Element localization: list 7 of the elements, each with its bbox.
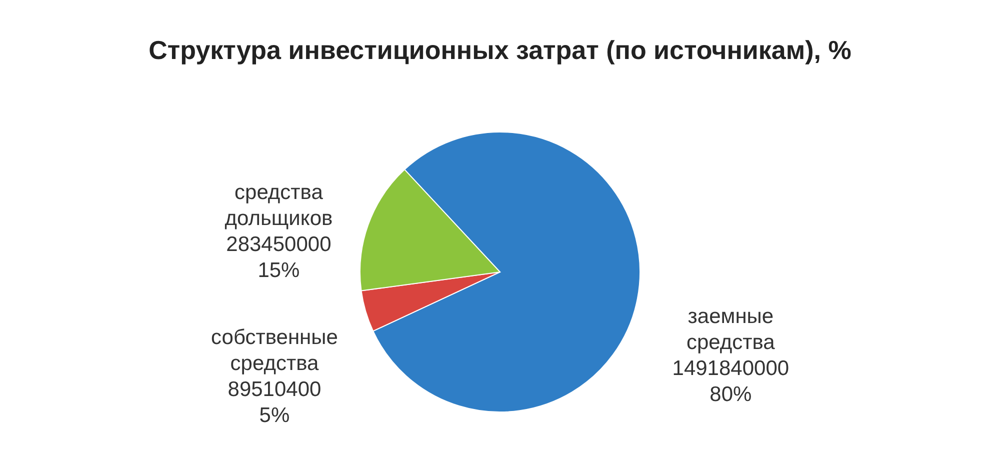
slice-label: средства дольщиков (224, 180, 333, 230)
slice-label: заемные средства (686, 304, 776, 354)
slice-label: собственные средства (211, 326, 338, 376)
data-label: 1491840000 80% (672, 356, 790, 406)
chart-title: Структура инвестиционных затрат (по источникам), % (148, 35, 852, 65)
data-label: 283450000 15% (226, 232, 332, 282)
data-label: 89510400 5% (228, 378, 322, 428)
